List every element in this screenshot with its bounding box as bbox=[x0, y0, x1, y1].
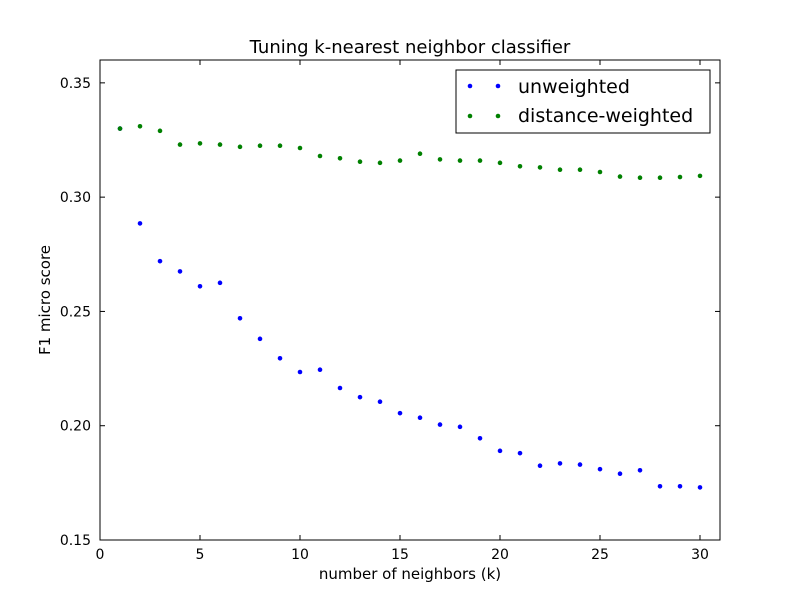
point-distance-weighted bbox=[317, 153, 323, 159]
point-distance-weighted bbox=[617, 174, 623, 179]
plot-background bbox=[100, 60, 720, 540]
point-unweighted bbox=[537, 463, 543, 469]
y-tick-label: 0.25 bbox=[60, 304, 91, 320]
point-distance-weighted bbox=[397, 158, 403, 163]
y-axis-title: F1 micro score bbox=[36, 245, 54, 355]
plot-frame bbox=[99, 59, 721, 541]
point-distance-weighted bbox=[597, 169, 603, 175]
point-unweighted bbox=[677, 483, 683, 489]
legend-label-distance-weighted: distance-weighted bbox=[518, 105, 693, 127]
point-distance-weighted bbox=[157, 128, 163, 134]
point-unweighted bbox=[637, 467, 643, 473]
point-distance-weighted bbox=[537, 165, 543, 170]
point-unweighted bbox=[357, 394, 363, 400]
point-distance-weighted bbox=[197, 141, 203, 146]
point-unweighted bbox=[577, 462, 583, 467]
x-tick-label: 0 bbox=[96, 547, 105, 563]
point-distance-weighted bbox=[217, 142, 223, 147]
point-unweighted bbox=[177, 269, 183, 274]
x-tick-label: 10 bbox=[291, 547, 309, 563]
point-distance-weighted bbox=[517, 163, 523, 169]
point-distance-weighted bbox=[177, 142, 183, 147]
legend: unweighted distance-weighted bbox=[455, 69, 711, 134]
point-unweighted bbox=[257, 336, 263, 342]
point-distance-weighted bbox=[497, 160, 503, 166]
x-axis-ticks: 0 5 10 15 20 25 30 bbox=[96, 60, 709, 563]
point-distance-weighted bbox=[377, 160, 383, 166]
point-unweighted bbox=[497, 448, 503, 454]
point-unweighted bbox=[217, 280, 223, 286]
point-distance-weighted bbox=[337, 155, 343, 161]
data-markers bbox=[117, 123, 703, 490]
legend-label-unweighted: unweighted bbox=[518, 76, 630, 98]
x-tick-label: 5 bbox=[196, 547, 205, 563]
point-unweighted bbox=[157, 258, 163, 264]
y-tick-label: 0.20 bbox=[60, 419, 91, 435]
legend-marker-unweighted bbox=[495, 83, 501, 89]
legend-marker-unweighted bbox=[467, 83, 473, 89]
point-distance-weighted bbox=[577, 167, 583, 173]
point-unweighted bbox=[137, 221, 143, 226]
point-distance-weighted bbox=[257, 143, 263, 149]
point-distance-weighted bbox=[637, 175, 643, 181]
y-tick-label: 0.30 bbox=[60, 190, 91, 206]
x-tick-label: 25 bbox=[591, 547, 609, 563]
point-unweighted bbox=[277, 355, 283, 361]
point-distance-weighted bbox=[557, 167, 563, 173]
point-unweighted bbox=[237, 315, 243, 321]
point-unweighted bbox=[417, 415, 423, 421]
point-distance-weighted bbox=[117, 126, 123, 131]
point-distance-weighted bbox=[277, 143, 283, 149]
point-unweighted bbox=[557, 461, 563, 466]
point-distance-weighted bbox=[697, 173, 703, 179]
point-distance-weighted bbox=[657, 175, 663, 181]
y-axis-ticks: 0.15 0.20 0.25 0.30 0.35 bbox=[60, 76, 720, 549]
y-tick-label: 0.15 bbox=[60, 533, 91, 549]
point-distance-weighted bbox=[477, 158, 483, 163]
point-distance-weighted bbox=[297, 145, 303, 151]
point-unweighted bbox=[337, 385, 343, 391]
point-distance-weighted bbox=[417, 151, 423, 157]
point-unweighted bbox=[617, 471, 623, 477]
point-unweighted bbox=[297, 369, 303, 375]
point-distance-weighted bbox=[437, 157, 443, 162]
point-unweighted bbox=[597, 466, 603, 472]
x-axis-title: number of neighbors (k) bbox=[319, 565, 501, 583]
point-unweighted bbox=[457, 424, 463, 430]
legend-entry-distance-weighted: distance-weighted bbox=[467, 105, 693, 127]
y-tick-label: 0.35 bbox=[60, 76, 91, 92]
plot-area bbox=[100, 60, 720, 540]
x-tick-label: 15 bbox=[391, 547, 409, 563]
point-unweighted bbox=[517, 450, 523, 456]
point-unweighted bbox=[317, 367, 323, 373]
point-unweighted bbox=[697, 485, 703, 490]
point-unweighted bbox=[657, 483, 663, 489]
legend-box bbox=[455, 69, 711, 134]
point-distance-weighted bbox=[237, 144, 243, 150]
point-unweighted bbox=[437, 422, 443, 427]
x-tick-label: 30 bbox=[691, 547, 709, 563]
point-distance-weighted bbox=[677, 174, 683, 180]
point-distance-weighted bbox=[457, 158, 463, 163]
point-unweighted bbox=[377, 399, 383, 405]
legend-marker-distance-weighted bbox=[495, 113, 501, 119]
legend-entry-unweighted: unweighted bbox=[467, 76, 630, 98]
legend-marker-distance-weighted bbox=[467, 113, 473, 119]
chart-title: Tuning k-nearest neighbor classifier bbox=[249, 37, 571, 58]
x-tick-label: 20 bbox=[491, 547, 509, 563]
point-unweighted bbox=[397, 410, 403, 416]
point-distance-weighted bbox=[357, 159, 363, 165]
point-distance-weighted bbox=[137, 123, 143, 129]
point-unweighted bbox=[477, 435, 483, 441]
point-unweighted bbox=[197, 283, 203, 289]
